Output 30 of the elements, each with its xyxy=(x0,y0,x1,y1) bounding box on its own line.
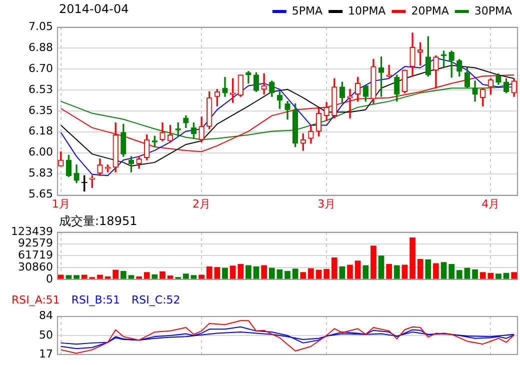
y-tick-label: 6.00 xyxy=(28,146,53,159)
y-tick-label: 6.35 xyxy=(28,104,53,117)
y-tick-label: 61719 xyxy=(18,248,53,262)
text: RSI_A:51 xyxy=(12,293,60,306)
y-tick-label: 17 xyxy=(39,347,53,360)
y-tick-label: 7.05 xyxy=(28,20,53,33)
chart-title: 2014-04-04 xyxy=(59,2,129,16)
text: RSI_C:52 xyxy=(132,293,180,306)
text: RSI_B:51 xyxy=(71,293,120,306)
x-tick-label: 4月 xyxy=(482,197,500,210)
y-tick-label: 5.65 xyxy=(28,188,53,201)
y-tick-label: 30860 xyxy=(18,260,53,274)
y-tick-label: 50 xyxy=(39,328,53,342)
y-tick-label: 84 xyxy=(39,308,53,322)
y-tick-label: 92579 xyxy=(18,236,53,250)
y-tick-label: 6.88 xyxy=(28,40,53,54)
y-tick-label: 5.83 xyxy=(28,166,53,180)
legend-label: 10PMA xyxy=(348,4,386,18)
legend-label: 20PMA xyxy=(411,4,450,18)
y-tick-label: 6.53 xyxy=(28,82,53,96)
chart-title: 成交量:18951 xyxy=(59,214,138,228)
x-tick-label: 2月 xyxy=(192,197,211,210)
x-tick-label: 3月 xyxy=(318,197,336,210)
y-tick-label: 6.18 xyxy=(28,124,53,138)
y-tick-label: 0 xyxy=(46,272,53,286)
legend-label: 30PMA xyxy=(474,4,512,18)
x-tick-label: 1月 xyxy=(52,197,70,210)
legend-label: 5PMA xyxy=(292,4,324,18)
y-tick-label: 123439 xyxy=(11,224,53,238)
y-tick-label: 6.70 xyxy=(28,62,53,75)
